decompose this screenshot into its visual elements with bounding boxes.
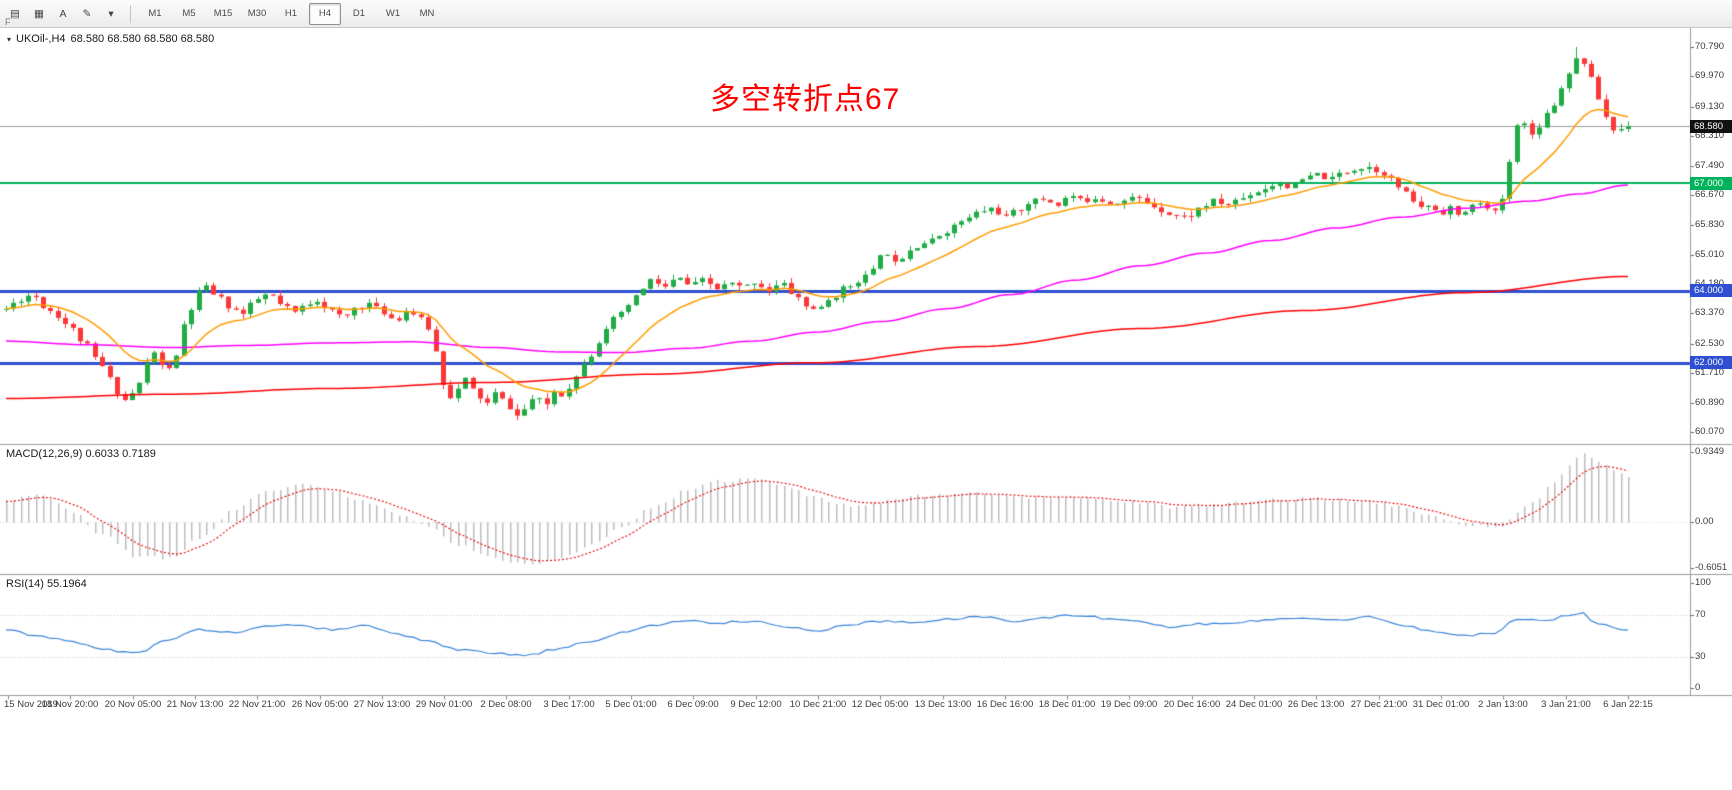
chart-marker-icon: ▾	[7, 35, 12, 44]
toolbar-icon-group: ▤ ▦ A ✎ ▾	[3, 3, 123, 25]
price-axis-tick: 60.070	[1695, 426, 1725, 437]
level-62-badge: 62.000	[1690, 356, 1732, 369]
time-axis-label: 27 Nov 13:00	[353, 699, 411, 710]
timeframe-d1-button[interactable]: D1	[352, 8, 366, 19]
timeframe-button-group: M1 M5 M15 M30 H1 H4 D1 W1 MN	[138, 2, 444, 25]
price-axis-tick: 69.970	[1695, 70, 1725, 81]
chart-window-icon[interactable]: ▤	[10, 7, 20, 20]
level-67-badge: 67.000	[1690, 177, 1732, 190]
toolbar: ▤ ▦ A ✎ ▾ M1 M5 M15 M30 H1 H4 D1 W1 MN	[0, 0, 1732, 28]
price-axis-tick: 61.710	[1695, 367, 1725, 378]
timeframe-mn-button[interactable]: MN	[419, 8, 435, 19]
time-axis-label: 5 Dec 01:00	[605, 699, 657, 710]
timeframe-h1-button[interactable]: H1	[284, 8, 298, 19]
price-chart-canvas[interactable]	[0, 28, 1732, 712]
time-axis-label: 12 Dec 05:00	[851, 699, 909, 710]
price-axis-tick: 70.790	[1695, 41, 1725, 52]
text-label-icon[interactable]: A	[59, 7, 67, 20]
timeframe-w1-button[interactable]: W1	[385, 8, 401, 19]
time-axis-label: 22 Nov 21:00	[228, 699, 286, 710]
level-64-badge: 64.000	[1690, 284, 1732, 297]
rsi-axis-tick: 30	[1695, 651, 1706, 662]
macd-axis-tick: 0.00	[1695, 516, 1714, 527]
time-axis-label: 9 Dec 12:00	[730, 699, 782, 710]
time-axis-label: 18 Nov 20:00	[41, 699, 99, 710]
time-axis-label: 15 Nov 2019	[4, 699, 58, 710]
time-axis-label: 19 Dec 09:00	[1100, 699, 1158, 710]
macd-indicator-label: MACD(12,26,9) 0.6033 0.7189	[6, 448, 156, 460]
rsi-axis-tick: 0	[1695, 682, 1701, 693]
time-axis-label: 20 Dec 16:00	[1163, 699, 1221, 710]
price-axis-tick: 62.530	[1695, 338, 1725, 349]
price-axis-tick: 67.490	[1695, 160, 1725, 171]
chart-annotation-text[interactable]: 多空转折点67	[710, 83, 901, 116]
time-axis-label: 18 Dec 01:00	[1038, 699, 1096, 710]
chart-title: ▾ UKOil-,H4 68.580 68.580 68.580 68.580	[7, 33, 214, 45]
time-axis-label: 31 Dec 01:00	[1412, 699, 1470, 710]
macd-axis-tick: -0.6051	[1695, 562, 1728, 573]
current-price-badge: 68.580	[1690, 120, 1732, 133]
time-axis-label: 29 Nov 01:00	[415, 699, 473, 710]
time-axis-label: 3 Jan 21:00	[1541, 699, 1591, 710]
draw-tool-icon[interactable]: ✎	[82, 7, 92, 20]
macd-axis-tick: 0.9349	[1695, 446, 1725, 457]
time-axis-label: 2 Dec 08:00	[480, 699, 532, 710]
dock-handle[interactable]: F	[5, 17, 11, 27]
price-axis-tick: 65.830	[1695, 219, 1725, 230]
chart-grid-icon[interactable]: ▦	[34, 7, 44, 20]
timeframe-m1-button[interactable]: M1	[148, 8, 162, 19]
time-axis-label: 10 Dec 21:00	[789, 699, 847, 710]
time-axis-label: 26 Dec 13:00	[1287, 699, 1345, 710]
rsi-indicator-label: RSI(14) 55.1964	[6, 578, 87, 590]
time-axis-label: 13 Dec 13:00	[914, 699, 972, 710]
time-axis-label: 6 Dec 09:00	[667, 699, 719, 710]
time-axis-label: 2 Jan 13:00	[1478, 699, 1528, 710]
rsi-axis-tick: 70	[1695, 609, 1706, 620]
time-axis-label: 20 Nov 05:00	[104, 699, 162, 710]
toolbar-separator	[130, 4, 131, 23]
price-axis-tick: 69.130	[1695, 101, 1725, 112]
price-axis-tick: 64.180	[1695, 279, 1724, 289]
chart-symbol-label: UKOil-,H4	[16, 33, 66, 45]
price-axis-tick: 60.890	[1695, 397, 1725, 408]
rsi-axis-tick: 100	[1695, 577, 1711, 588]
time-axis-label: 6 Jan 22:15	[1603, 699, 1653, 710]
time-axis-label: 21 Nov 13:00	[166, 699, 224, 710]
time-axis-label: 24 Dec 01:00	[1225, 699, 1283, 710]
price-axis-tick: 65.010	[1695, 249, 1725, 260]
price-axis-tick: 66.670	[1695, 189, 1725, 200]
dropdown-caret-icon[interactable]: ▾	[108, 7, 114, 20]
time-axis-label: 3 Dec 17:00	[543, 699, 595, 710]
time-axis-label: 27 Dec 21:00	[1350, 699, 1408, 710]
price-axis-tick: 63.370	[1695, 307, 1725, 318]
timeframe-h4-button[interactable]: H4	[309, 2, 341, 25]
timeframe-m30-button[interactable]: M30	[247, 8, 267, 19]
time-axis-label: 26 Nov 05:00	[291, 699, 349, 710]
timeframe-m15-button[interactable]: M15	[213, 8, 233, 19]
timeframe-m5-button[interactable]: M5	[182, 8, 196, 19]
price-axis-tick: 68.310	[1695, 130, 1725, 141]
chart-quote-values: 68.580 68.580 68.580 68.580	[70, 33, 215, 45]
time-axis-label: 16 Dec 16:00	[976, 699, 1034, 710]
